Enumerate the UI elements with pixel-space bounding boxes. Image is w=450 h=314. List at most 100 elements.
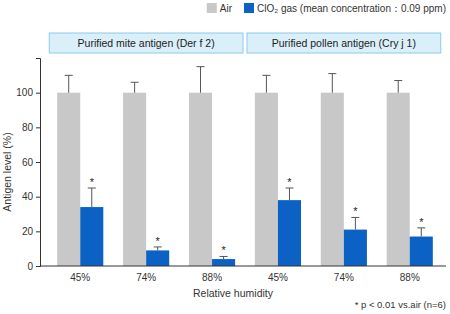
error-bar	[394, 81, 402, 93]
y-tick: 40	[22, 191, 40, 202]
y-tick-label: 100	[16, 87, 33, 98]
y-tick-mark	[36, 231, 40, 232]
significance-mark: *	[287, 176, 292, 188]
y-tick: 0	[27, 261, 40, 272]
error-bar-stem	[200, 67, 201, 93]
bar	[146, 250, 169, 266]
footnote: * p < 0.01 vs.air (n=6)	[355, 299, 446, 310]
y-axis: 0 20 40 60 80 100	[16, 59, 40, 272]
y-tick-label: 40	[22, 191, 34, 202]
error-bar	[65, 75, 73, 92]
group-header-label: Purified mite antigen (Der f 2)	[78, 37, 215, 49]
y-tick-mark	[36, 127, 40, 128]
legend-label: Air	[220, 3, 233, 14]
y-tick-mark	[36, 266, 40, 267]
group-header-box	[247, 33, 441, 53]
error-bar-cap	[65, 75, 73, 76]
y-tick-mark	[36, 162, 40, 163]
x-tick-label: 88%	[202, 272, 222, 283]
error-bar	[262, 75, 270, 92]
error-bar	[154, 247, 162, 250]
x-axis: 45% 74% 88% 45% 74% 88%	[40, 266, 446, 283]
error-bar	[88, 188, 96, 207]
y-axis-line	[36, 59, 41, 267]
error-bar-cap	[394, 80, 402, 81]
x-tick-label: 88%	[400, 272, 420, 283]
significance-mark: *	[221, 244, 226, 256]
error-bar-stem	[289, 188, 290, 200]
error-bar	[220, 256, 228, 259]
significance-mark: *	[419, 216, 424, 228]
x-tick: 45%	[268, 272, 288, 283]
x-tick-label: 74%	[334, 272, 354, 283]
bar	[212, 259, 235, 266]
legend-swatch	[244, 3, 254, 13]
group-header-label: Purified pollen antigen (Cry j 1)	[272, 37, 416, 49]
error-bar-cap	[131, 82, 139, 83]
group-header-box	[49, 33, 243, 53]
y-axis-title: Antigen level (%)	[1, 132, 13, 211]
bar	[278, 200, 301, 266]
y-tick: 60	[22, 157, 40, 168]
significance-mark: *	[90, 176, 95, 188]
y-tick: 80	[22, 122, 40, 133]
y-tick-label: 60	[22, 157, 34, 168]
error-bar-stem	[68, 75, 69, 92]
group-header: Purified pollen antigen (Cry j 1)	[247, 33, 441, 53]
x-axis-title: Relative humidity	[193, 287, 274, 299]
error-bar-stem	[398, 81, 399, 93]
error-bar	[351, 217, 359, 229]
y-tick-label: 20	[22, 226, 34, 237]
x-tick-label: 74%	[136, 272, 156, 283]
error-bar-stem	[134, 82, 135, 92]
legend-swatch	[207, 3, 217, 13]
error-bar-stem	[266, 75, 267, 92]
legend-item: ClO₂ gas (mean concentration：0.09 ppm)	[244, 3, 446, 14]
plot-area	[57, 67, 433, 266]
bar	[57, 93, 80, 266]
x-tick-label: 45%	[70, 272, 90, 283]
error-bar	[285, 188, 293, 200]
error-bar-stem	[157, 247, 158, 250]
annotations: * * * * * *	[90, 176, 425, 256]
x-tick: 74%	[136, 272, 156, 283]
error-bar-stem	[355, 217, 356, 229]
significance-mark: *	[353, 205, 358, 217]
bar	[344, 230, 367, 266]
x-axis-line	[40, 266, 446, 267]
error-bar-cap	[197, 66, 205, 67]
legend: Air ClO₂ gas (mean concentration：0.09 ppm…	[207, 3, 446, 14]
chart: Air ClO₂ gas (mean concentration：0.09 ppm…	[0, 0, 450, 314]
error-bar	[131, 82, 139, 92]
group-header: Purified mite antigen (Der f 2)	[49, 33, 243, 53]
y-tick-mark	[36, 197, 40, 198]
legend-item: Air	[207, 3, 233, 14]
bar	[80, 207, 103, 266]
y-tick-label: 0	[27, 261, 33, 272]
error-bar	[328, 74, 336, 93]
error-bar	[417, 228, 425, 237]
error-bar-stem	[421, 228, 422, 237]
x-tick: 74%	[334, 272, 354, 283]
bar	[410, 237, 433, 266]
error-bar-cap	[328, 73, 336, 74]
legend-label: ClO₂ gas (mean concentration：0.09 ppm)	[257, 3, 446, 14]
bar	[123, 93, 146, 266]
error-bar	[197, 67, 205, 93]
error-bar-stem	[332, 74, 333, 93]
bar	[321, 93, 344, 266]
y-tick: 100	[16, 87, 40, 98]
y-tick: 20	[22, 226, 40, 237]
bar	[189, 93, 212, 266]
error-bar-cap	[262, 75, 270, 76]
error-bar-stem	[91, 188, 92, 207]
x-tick: 88%	[400, 272, 420, 283]
y-tick-label: 80	[22, 122, 34, 133]
bar	[387, 93, 410, 266]
bar	[255, 93, 278, 266]
x-tick-label: 45%	[268, 272, 288, 283]
significance-mark: *	[156, 235, 161, 247]
x-tick: 88%	[202, 272, 222, 283]
y-tick-mark	[36, 93, 40, 94]
x-tick: 45%	[70, 272, 90, 283]
